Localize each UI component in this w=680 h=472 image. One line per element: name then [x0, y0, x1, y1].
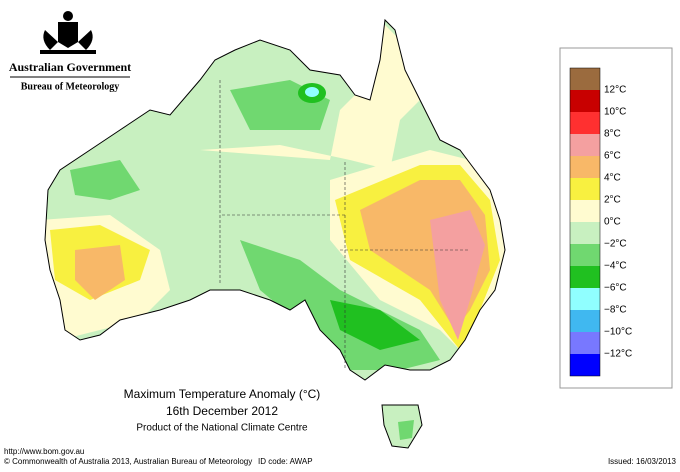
legend-swatch	[570, 310, 600, 332]
bureau-name: Bureau of Meteorology	[21, 81, 120, 92]
legend: 12°C 10°C 8°C 6°C 4°C 2°C 0°C −2°C −4°C −6°C −8°C −…	[559, 47, 673, 389]
map-title: Maximum Temperature Anomaly (°C)	[124, 387, 321, 401]
legend-label: 0°C	[604, 217, 621, 228]
coat-of-arms	[40, 11, 96, 54]
legend-swatch	[570, 266, 600, 288]
legend-label: 2°C	[604, 195, 621, 206]
legend-label: 8°C	[604, 129, 621, 140]
footer-copyright: © Commonwealth of Australia 2013, Austra…	[4, 457, 252, 466]
legend-label: −6°C	[604, 283, 627, 294]
footer-id: ID code: AWAP	[258, 457, 313, 466]
legend-label: 10°C	[604, 107, 626, 118]
legend-label: 12°C	[604, 85, 626, 96]
legend-swatch	[570, 156, 600, 178]
legend-swatch	[570, 288, 600, 310]
legend-label: −8°C	[604, 305, 627, 316]
legend-frame	[559, 47, 673, 389]
map-date: 16th December 2012	[166, 404, 278, 418]
legend-swatch	[570, 332, 600, 354]
legend-label: −4°C	[604, 261, 627, 272]
legend-swatch	[570, 178, 600, 200]
legend-swatch	[570, 244, 600, 266]
footer-issued: Issued: 16/03/2013	[608, 457, 677, 466]
government-name: Australian Government	[9, 60, 131, 74]
legend-swatch	[570, 112, 600, 134]
legend-label: −12°C	[604, 349, 632, 360]
legend-swatch	[570, 134, 600, 156]
legend-swatch	[570, 200, 600, 222]
legend-swatch	[570, 68, 600, 90]
legend-swatch	[570, 354, 600, 376]
tasmania-anomaly	[398, 420, 414, 440]
legend-swatch	[570, 90, 600, 112]
legend-label: 6°C	[604, 151, 621, 162]
legend-border	[569, 67, 601, 377]
legend-swatch	[570, 222, 600, 244]
legend-label: −2°C	[604, 239, 627, 250]
legend-label: −10°C	[604, 327, 632, 338]
legend-label: 4°C	[604, 173, 621, 184]
state-borders	[219, 80, 470, 368]
footer-url: http://www.bom.gov.au	[4, 447, 84, 456]
map-product: Product of the National Climate Centre	[136, 423, 308, 434]
